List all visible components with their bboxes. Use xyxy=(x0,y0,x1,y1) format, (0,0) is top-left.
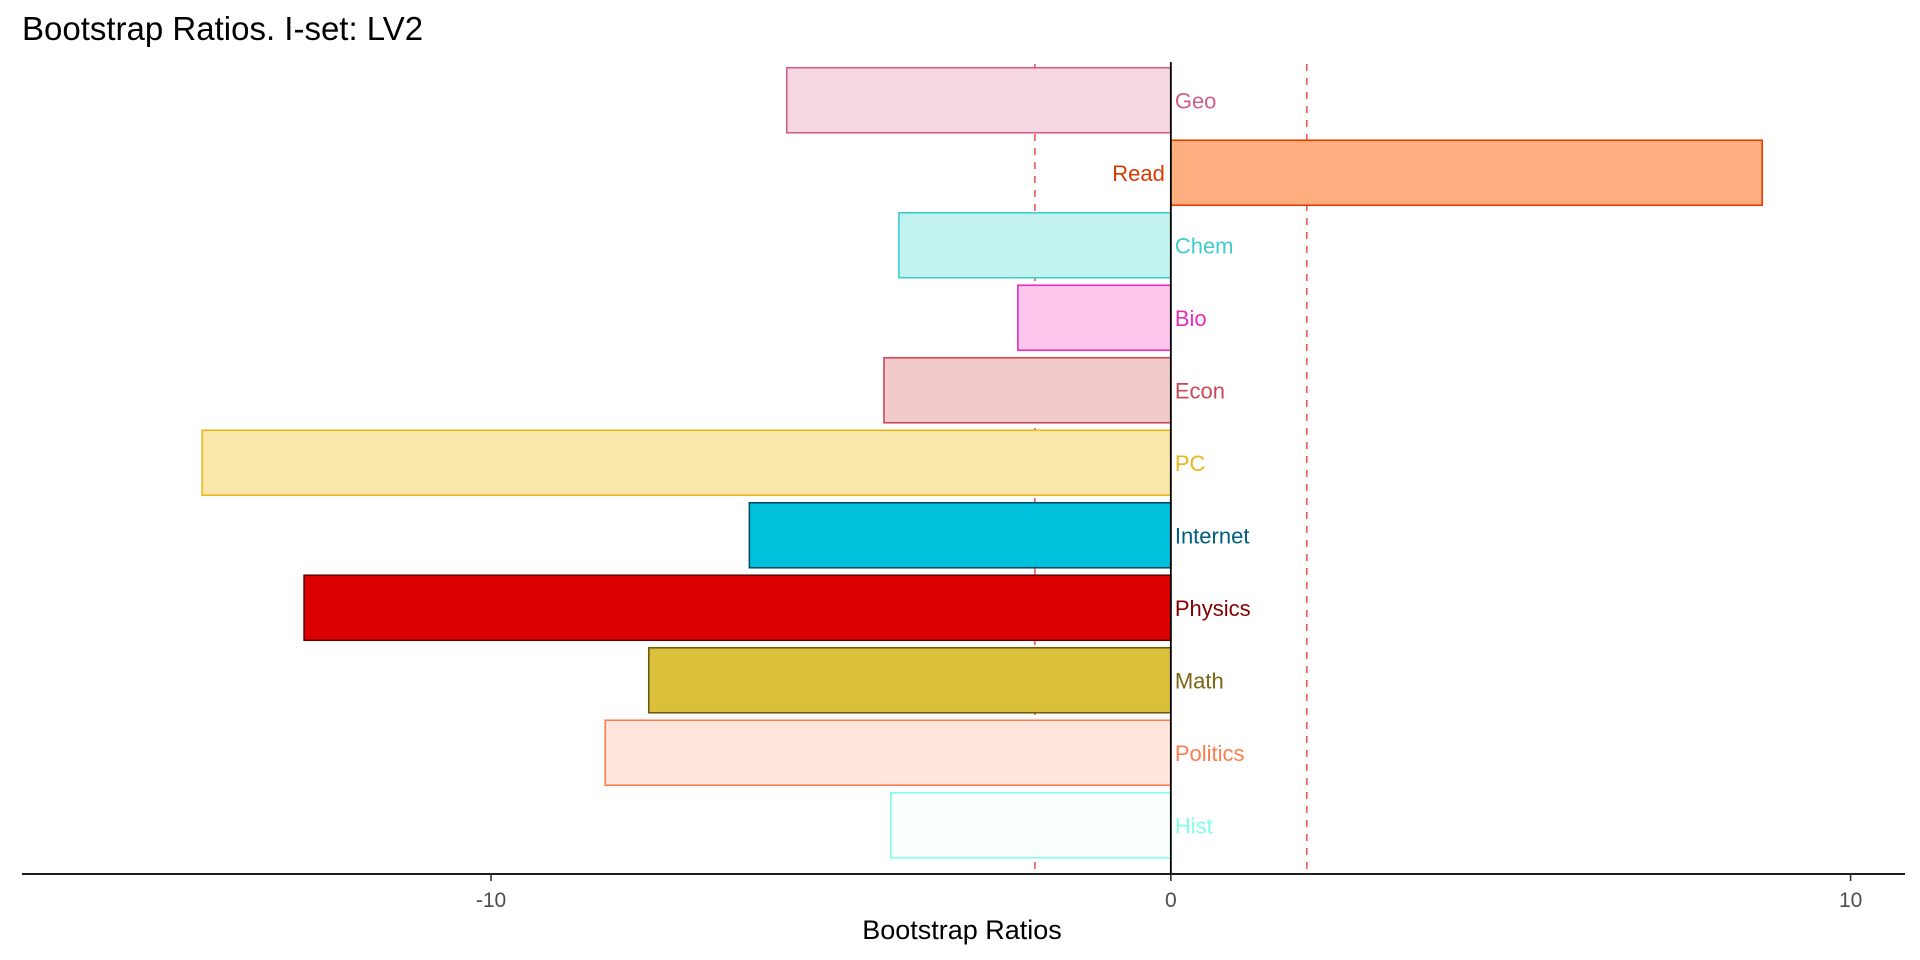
bar-label-read: Read xyxy=(1112,161,1165,186)
bar-label-econ: Econ xyxy=(1175,378,1225,403)
bar-label-physics: Physics xyxy=(1175,596,1251,621)
bar-label-chem: Chem xyxy=(1175,233,1234,258)
bar-label-politics: Politics xyxy=(1175,741,1245,766)
x-tick-label: -10 xyxy=(476,889,506,912)
x-axis: -10 0 10 xyxy=(22,62,1905,912)
bar-bio xyxy=(1017,284,1172,352)
bar-read xyxy=(1170,139,1764,207)
bar-labels: Geo Read Chem Bio Econ PC Internet Physics Math P… xyxy=(1112,88,1250,838)
x-tick-label: 0 xyxy=(1165,889,1177,912)
bar-label-pc: PC xyxy=(1175,451,1206,476)
bars xyxy=(201,66,1764,859)
x-axis-title: Bootstrap Ratios xyxy=(862,915,1062,945)
bar-physics xyxy=(303,574,1172,642)
bar-chem xyxy=(898,211,1172,279)
bar-politics xyxy=(604,719,1172,787)
bar-label-bio: Bio xyxy=(1175,306,1207,331)
bar-geo xyxy=(785,66,1172,134)
bar-label-geo: Geo xyxy=(1175,88,1217,113)
chart-title: Bootstrap Ratios. I-set: LV2 xyxy=(22,10,423,47)
x-tick-label: 10 xyxy=(1839,889,1862,912)
bar-pc xyxy=(201,429,1172,497)
bar-econ xyxy=(883,356,1172,424)
bar-math xyxy=(647,646,1172,714)
bar-label-math: Math xyxy=(1175,668,1224,693)
bar-internet xyxy=(748,501,1172,569)
bar-hist xyxy=(889,791,1172,859)
bar-label-internet: Internet xyxy=(1175,523,1250,548)
bar-label-hist: Hist xyxy=(1175,813,1213,838)
